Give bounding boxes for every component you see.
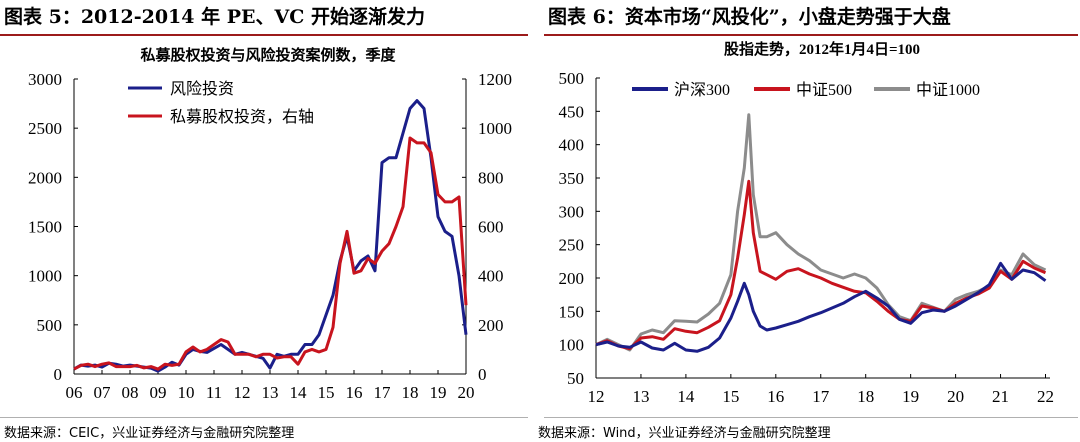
right-chart: 股指走势，2012年1月4日=100 50 100 150 200 250 300 350 40… (559, 40, 1055, 406)
x-tick-label: 08 (122, 383, 139, 402)
right-figure-header: 图表 6：资本市场“风投化”，小盘走势强于大盘 (548, 6, 951, 28)
right-chart-title: 股指走势，2012年1月4日=100 (724, 40, 920, 58)
left-y-tick-label: 2000 (28, 168, 62, 187)
y-tick-label: 250 (559, 236, 585, 255)
x-tick-label: 07 (94, 383, 112, 402)
left-y-tick-label: 2500 (28, 119, 62, 138)
right-source-note: 数据来源：Wind，兴业证券经济与金融研究院整理 (538, 426, 831, 441)
y-tick-label: 350 (559, 169, 585, 188)
right-y-tick-label: 1200 (478, 70, 512, 89)
x-tick-label: 12 (234, 383, 251, 402)
right-y-tick-label: 200 (478, 316, 504, 335)
right-header-rule (544, 34, 1078, 36)
x-tick-label: 15 (722, 387, 739, 406)
x-tick-label: 19 (430, 383, 447, 402)
x-tick-label: 16 (767, 387, 784, 406)
left-source-note: 数据来源：CEIC，兴业证券经济与金融研究院整理 (4, 426, 295, 441)
x-tick-label: 20 (947, 387, 964, 406)
left-header-rule (0, 34, 528, 36)
legend-label: 中证500 (796, 81, 852, 99)
x-tick-label: 10 (178, 383, 195, 402)
legend-label: 中证1000 (916, 81, 980, 99)
left-chart: 私募股权投资与风险投资案例数，季度05001000150020002500300… (28, 46, 512, 402)
left-y-tick-label: 3000 (28, 70, 62, 89)
x-tick-label: 21 (992, 387, 1009, 406)
left-y-tick-label: 500 (37, 316, 63, 335)
x-tick-label: 14 (290, 383, 308, 402)
series-line-vc (73, 99, 468, 373)
x-tick-label: 13 (262, 383, 279, 402)
x-tick-label: 15 (318, 383, 335, 402)
left-y-tick-label: 0 (54, 365, 63, 384)
right-y-tick-label: 600 (478, 218, 504, 237)
x-tick-label: 16 (346, 383, 363, 402)
x-tick-label: 17 (374, 383, 392, 402)
right-y-tick-label: 400 (478, 267, 504, 286)
x-tick-label: 13 (632, 387, 649, 406)
y-tick-label: 200 (559, 269, 585, 288)
y-tick-label: 300 (559, 202, 585, 221)
right-y-tick-label: 800 (478, 168, 504, 187)
x-tick-label: 12 (588, 387, 605, 406)
series-line-pe (73, 136, 468, 371)
right-y-tick-label: 0 (478, 365, 487, 384)
y-tick-label: 400 (559, 136, 585, 155)
y-tick-label: 100 (559, 336, 585, 355)
x-tick-label: 06 (66, 383, 83, 402)
y-tick-label: 450 (559, 102, 585, 121)
x-tick-label: 09 (150, 383, 167, 402)
left-bottom-rule (0, 417, 528, 418)
x-tick-label: 11 (206, 383, 222, 402)
x-tick-label: 18 (857, 387, 874, 406)
right-bottom-rule (544, 417, 1078, 418)
y-tick-label: 50 (567, 369, 584, 388)
left-figure-header: 图表 5：2012-2014 年 PE、VC 开始逐渐发力 (4, 6, 425, 28)
left-y-tick-label: 1000 (28, 267, 62, 286)
series-line-zz500 (595, 179, 1047, 351)
y-tick-label: 150 (559, 302, 585, 321)
x-tick-label: 22 (1037, 387, 1054, 406)
legend-label: 沪深300 (674, 81, 730, 99)
x-tick-label: 14 (677, 387, 695, 406)
x-tick-label: 18 (402, 383, 419, 402)
x-tick-label: 17 (812, 387, 830, 406)
series-line-hs300 (595, 261, 1047, 353)
right-y-tick-label: 1000 (478, 119, 512, 138)
y-tick-label: 500 (559, 69, 585, 88)
legend-label: 私募股权投资，右轴 (170, 108, 314, 126)
left-y-tick-label: 1500 (28, 218, 62, 237)
x-tick-label: 19 (902, 387, 919, 406)
series-line-zz1000 (595, 113, 1047, 352)
legend-label: 风险投资 (170, 80, 234, 98)
x-tick-label: 20 (458, 383, 475, 402)
left-chart-title: 私募股权投资与风险投资案例数，季度 (139, 46, 396, 64)
